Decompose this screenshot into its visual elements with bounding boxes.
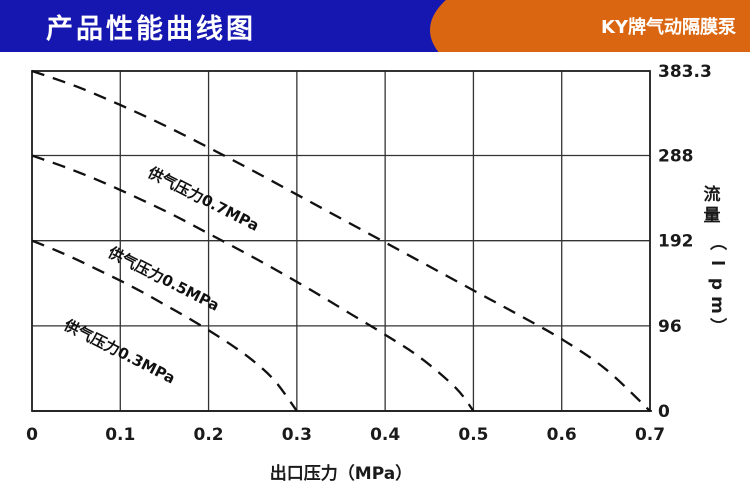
y-axis-title-char: l bbox=[707, 260, 727, 266]
y-tick-label: 0 bbox=[658, 402, 670, 422]
y-tick-label: 96 bbox=[658, 317, 682, 337]
y-axis-title-char: ） bbox=[707, 318, 728, 335]
series-label: 供气压力0.7MPa bbox=[144, 163, 262, 235]
y-tick-label: 288 bbox=[658, 147, 694, 167]
brand-label: KY牌气动隔膜泵 bbox=[601, 17, 736, 38]
x-tick-label: 0.3 bbox=[282, 425, 312, 445]
x-tick-label: 0.5 bbox=[458, 425, 488, 445]
x-tick-label: 0 bbox=[26, 425, 38, 445]
page-title: 产品性能曲线图 bbox=[46, 14, 256, 45]
x-axis-tick-labels: 0 0.1 0.2 0.3 0.4 0.5 0.6 0.7 bbox=[26, 425, 665, 445]
x-tick-label: 0.2 bbox=[194, 425, 224, 445]
chart-svg: 0 0.1 0.2 0.3 0.4 0.5 0.6 0.7 0 96 192 288 383.3 供气… bbox=[26, 62, 729, 484]
chart-curves bbox=[31, 69, 651, 412]
x-axis-title-text: 出口压力（MPa） bbox=[270, 463, 412, 484]
y-axis-title-char: m bbox=[707, 296, 727, 314]
curve-供气压力0.7MPa bbox=[31, 69, 651, 412]
x-tick-label: 0.1 bbox=[105, 425, 135, 445]
x-axis-title: 出口压力（MPa） bbox=[270, 463, 412, 484]
y-tick-label: 192 bbox=[658, 232, 694, 252]
x-tick-label: 0.7 bbox=[635, 425, 665, 445]
y-axis-title: 流量 （ l pm ） bbox=[704, 184, 729, 335]
curve-供气压力0.5MPa bbox=[31, 154, 475, 412]
curve-供气压力0.3MPa bbox=[31, 239, 298, 412]
header-banner: 产品性能曲线图 KY牌气动隔膜泵 bbox=[0, 0, 750, 52]
y-axis-title-char: （ bbox=[707, 234, 728, 251]
y-axis-title-char: p bbox=[707, 278, 727, 290]
chart-gridlines bbox=[31, 70, 651, 412]
y-axis-title-char: 流 bbox=[704, 184, 721, 205]
y-axis-title-char: 量 bbox=[704, 205, 721, 226]
series-label: 供气压力0.5MPa bbox=[104, 243, 222, 315]
y-axis-tick-labels: 0 96 192 288 383.3 bbox=[658, 62, 712, 422]
performance-curve-chart: 0 0.1 0.2 0.3 0.4 0.5 0.6 0.7 0 96 192 288 383.3 供气… bbox=[0, 52, 750, 496]
brand-accent-shape bbox=[430, 0, 750, 52]
x-tick-label: 0.4 bbox=[370, 425, 400, 445]
x-tick-label: 0.6 bbox=[547, 425, 577, 445]
y-tick-label: 383.3 bbox=[658, 62, 712, 82]
